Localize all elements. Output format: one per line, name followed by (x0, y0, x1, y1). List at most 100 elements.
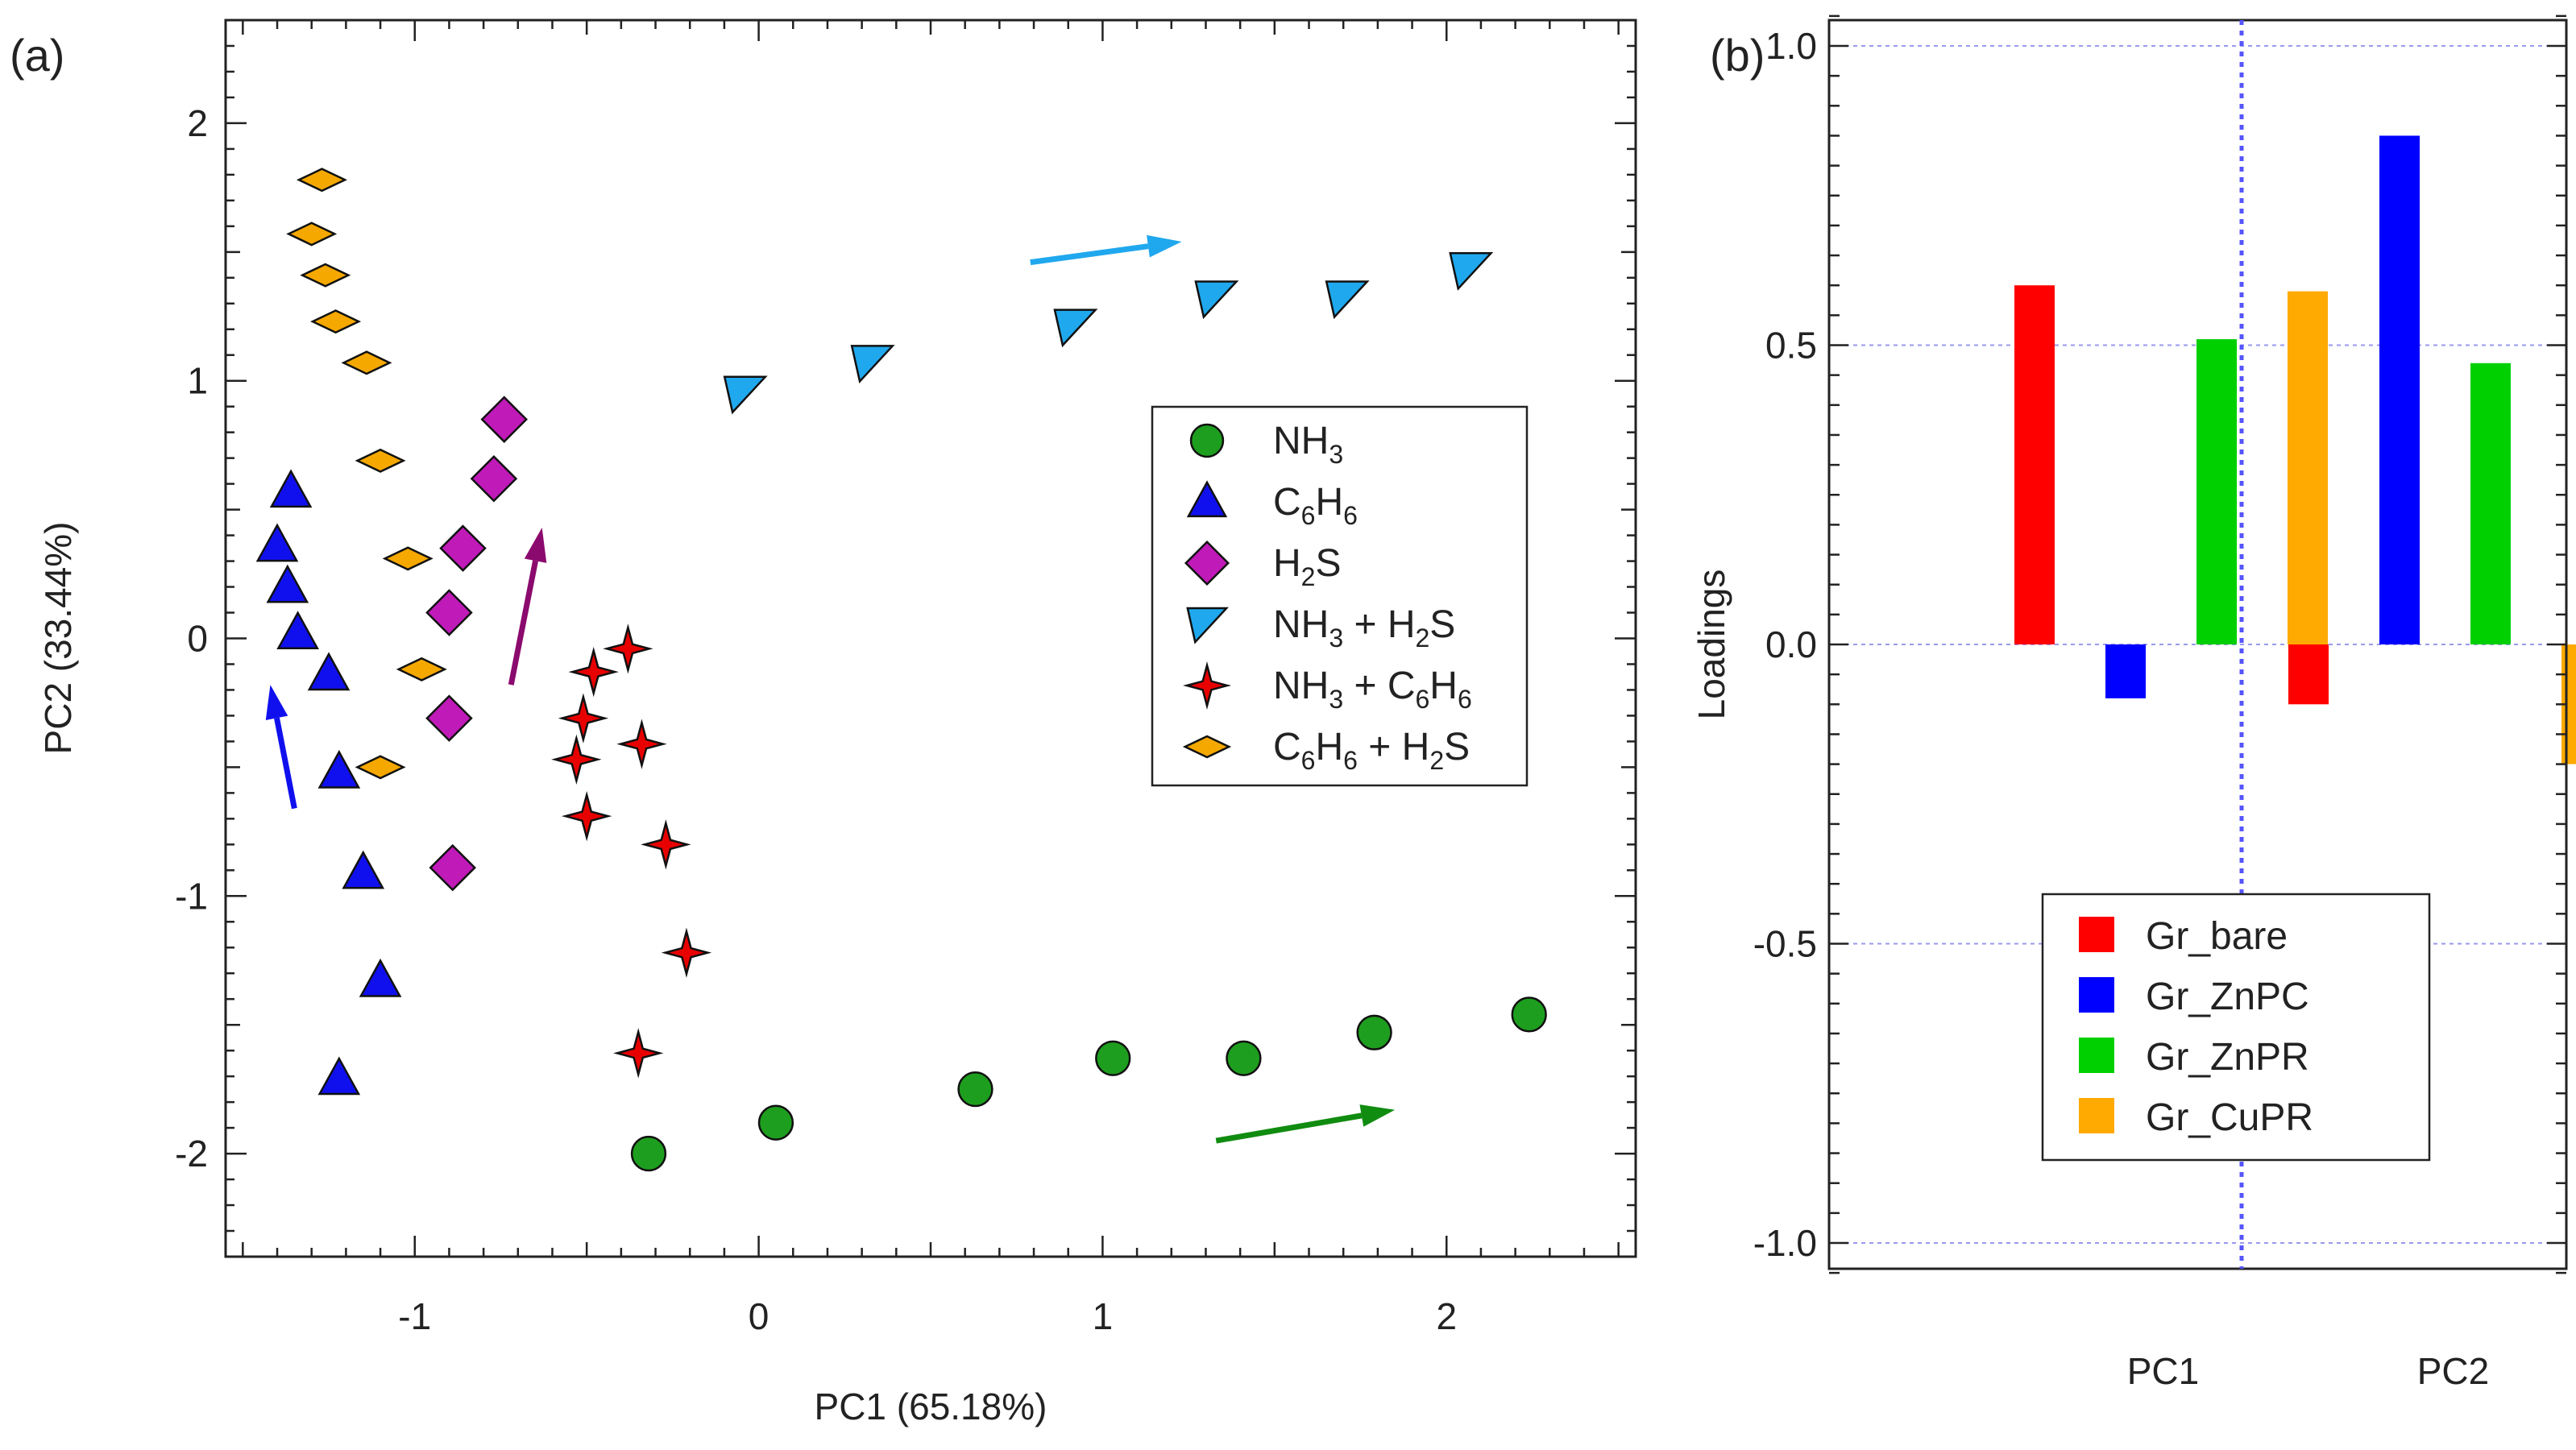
point-c6h6-h2s (297, 168, 348, 193)
point-c6h6-h2s (355, 448, 406, 473)
point-nh3-c6h6 (641, 819, 691, 870)
point-h2s (429, 843, 476, 892)
legend-label-c6h6: C6H6 (1273, 481, 1358, 530)
bar-gr-cupr-pc1 (2288, 291, 2328, 644)
legend-label-nh3-h2s: NH3 + H2S (1273, 603, 1455, 652)
point-c6h6 (317, 1056, 361, 1096)
point-h2s (425, 589, 473, 636)
point-c6h6 (276, 611, 319, 650)
bar-gr-znpr-pc2 (2470, 362, 2511, 644)
panel-b-ylabel: Loadings (1690, 570, 1732, 720)
legend-box (1151, 405, 1529, 787)
legend-label-nh3: NH3 (1273, 420, 1343, 469)
legend-marker-nh3 (1189, 423, 1225, 458)
point-nh3-h2s (1053, 309, 1098, 348)
legend-label-c6h6-h2s: C6H6 + H2S (1273, 726, 1470, 775)
trend-arrow-line (1215, 1112, 1363, 1144)
point-nh3-c6h6 (616, 719, 667, 769)
bar-gr-znpc-pc1 (2105, 644, 2146, 698)
point-c6h6 (269, 469, 313, 508)
trend-arrow-head (524, 527, 547, 563)
point-h2s (439, 524, 487, 572)
point-c6h6-h2s (382, 546, 433, 571)
trend-arrow-line (508, 560, 539, 686)
legend-label-gr-bare: Gr_bare (2146, 915, 2288, 958)
point-nh3 (1226, 1040, 1262, 1076)
legend-label-gr-znpr: Gr_ZnPR (2146, 1036, 2309, 1079)
trend-arrow-line (1030, 243, 1149, 266)
point-c6h6-h2s (286, 222, 338, 246)
point-h2s (425, 694, 473, 742)
x-tick-label: 2 (1436, 1295, 1457, 1337)
point-c6h6 (266, 564, 309, 603)
trend-arrow-head (1359, 1104, 1396, 1127)
legend-swatch-gr-cupr (2079, 1098, 2114, 1133)
panel-a-marks (255, 168, 1547, 1172)
point-nh3-c6h6 (612, 1028, 664, 1079)
y-tick-label: 0.5 (1765, 325, 1817, 367)
y-tick-label: -1.0 (1753, 1222, 1817, 1264)
legend-marker-nh3-h2s (1186, 607, 1230, 644)
y-tick-label: 0.0 (1765, 624, 1817, 665)
legend-label-gr-znpc: Gr_ZnPC (2146, 976, 2309, 1018)
panel-a-xlabel: PC1 (65.18%) (815, 1386, 1047, 1427)
point-nh3 (630, 1135, 667, 1172)
legend-label-gr-cupr: Gr_CuPR (2146, 1096, 2313, 1139)
point-nh3-c6h6 (603, 624, 653, 674)
point-c6h6-h2s (300, 263, 351, 288)
point-nh3-h2s (1449, 252, 1494, 291)
panel-a-scatter: (a) -1 0 1 2 -2 -1 0 1 2 PC1 (65.18%) PC2 (33.44… (10, 19, 1637, 1427)
legend-marker-nh3-c6h6 (1182, 661, 1232, 710)
point-c6h6-h2s (396, 657, 447, 682)
point-nh3-c6h6 (558, 693, 609, 744)
legend-swatch-gr-bare (2079, 917, 2114, 952)
category-label-pc1: PC1 (2127, 1350, 2199, 1392)
y-tick-label: 1 (187, 360, 208, 402)
legend-swatch-gr-znpc (2079, 977, 2114, 1013)
point-nh3-c6h6 (561, 790, 612, 842)
y-tick-label: -0.5 (1753, 923, 1817, 965)
legend-label-nh3-c6h6: NH3 + C6H6 (1273, 665, 1472, 714)
legend-swatch-gr-znpr (2079, 1038, 2114, 1073)
point-c6h6-h2s (355, 755, 406, 780)
panel-b-ticks: -1.0 -0.5 0.0 0.5 1.0 (1753, 14, 2566, 1274)
panel-b-legend: Gr_bare Gr_ZnPC Gr_ZnPR Gr_CuPR (2041, 893, 2431, 1162)
panel-a-ylabel: PC2 (33.44%) (37, 522, 79, 755)
legend-marker-c6h6 (1186, 480, 1228, 518)
y-tick-label: -1 (175, 875, 208, 917)
point-nh3-c6h6 (551, 734, 602, 785)
bar-gr-znpr-pc1 (2196, 339, 2237, 644)
bar-gr-bare-pc2 (2288, 644, 2329, 705)
legend-marker-c6h6-h2s (1182, 735, 1232, 759)
y-tick-label: 2 (187, 102, 208, 144)
point-nh3-h2s (1194, 280, 1239, 320)
x-tick-label: 0 (749, 1295, 769, 1337)
panel-a-label: (a) (10, 30, 64, 81)
point-nh3 (1095, 1040, 1131, 1076)
trend-arrow-head (1147, 234, 1182, 258)
point-nh3 (1511, 996, 1547, 1033)
point-c6h6 (307, 652, 351, 691)
bar-gr-bare-pc1 (2014, 285, 2055, 644)
trend-arrow-head (265, 685, 288, 720)
point-c6h6-h2s (310, 309, 362, 334)
y-tick-label: -2 (175, 1133, 208, 1174)
point-nh3 (757, 1104, 794, 1141)
point-nh3-c6h6 (661, 927, 712, 978)
panel-b-gridlines (1829, 45, 2566, 1244)
trend-arrow-line (274, 717, 297, 810)
point-nh3 (1356, 1014, 1392, 1050)
point-nh3-h2s (1325, 280, 1370, 320)
legend-marker-h2s (1184, 540, 1230, 586)
point-c6h6 (317, 749, 361, 789)
panel-b-bars: PC1 PC2 (2014, 135, 2576, 1392)
point-nh3 (957, 1071, 993, 1108)
point-c6h6-h2s (341, 350, 392, 375)
x-tick-label: -1 (398, 1295, 431, 1337)
category-label-pc2: PC2 (2417, 1350, 2489, 1392)
panel-b-bar: (b) PC1 PC2 -1.0 -0.5 0.0 0.5 1.0 Loadings Gr… (1690, 14, 2576, 1392)
y-tick-label: 0 (187, 618, 208, 660)
point-nh3-c6h6 (568, 646, 619, 698)
panel-a-ticks: -1 0 1 2 -2 -1 0 1 2 (175, 19, 1636, 1337)
